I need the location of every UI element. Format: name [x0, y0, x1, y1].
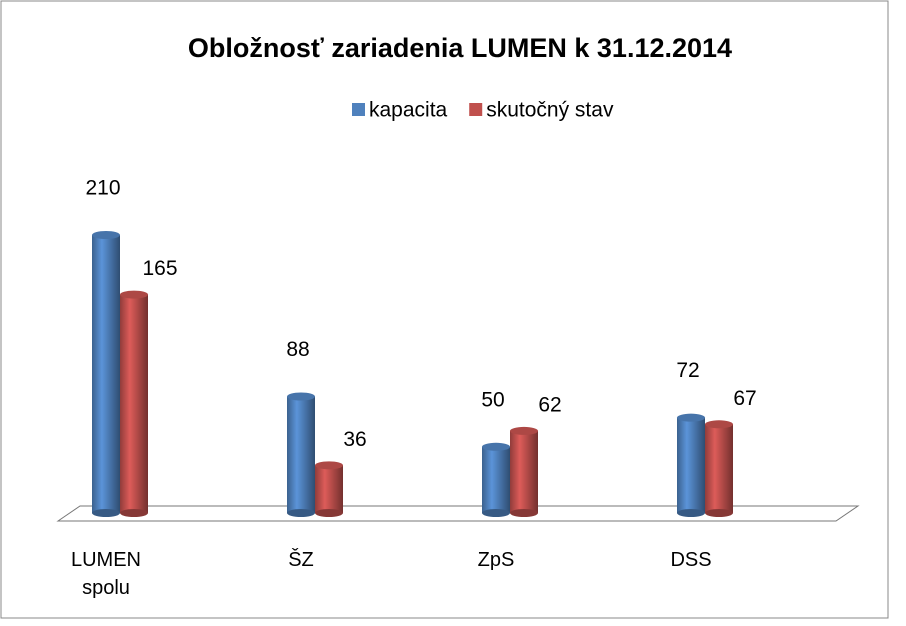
bar: [287, 392, 315, 517]
floor: [56, 505, 860, 522]
bar-body: [510, 430, 538, 513]
bar: [510, 426, 538, 517]
data-label: 50: [481, 388, 504, 411]
bar-top: [287, 392, 315, 401]
chart-title: Obložnosť zariadenia LUMEN k 31.12.2014: [188, 33, 732, 63]
data-label: 210: [85, 177, 120, 200]
bar-top: [315, 461, 343, 470]
bar-bottom: [705, 509, 733, 517]
bar: [705, 420, 733, 517]
x-tick-label: ŠZ: [288, 549, 314, 571]
bar-bottom: [510, 509, 538, 517]
data-label: 36: [343, 428, 366, 451]
x-tick-label: LUMEN spolu: [70, 549, 141, 599]
bar-top: [510, 426, 538, 435]
bar-body: [705, 424, 733, 513]
bar-top: [120, 290, 148, 299]
x-tick-label: DSS: [670, 549, 712, 571]
bar-top: [482, 442, 510, 451]
bar-body: [677, 417, 705, 513]
legend-label: kapacita: [369, 99, 448, 122]
legend-label: skutočný stav: [486, 99, 614, 122]
data-label: 62: [538, 393, 561, 416]
bar-body: [92, 235, 120, 513]
bar: [677, 413, 705, 517]
bar-body: [315, 465, 343, 513]
bar-bottom: [482, 509, 510, 517]
data-label: 72: [676, 359, 699, 382]
bar: [482, 442, 510, 517]
bar-bottom: [315, 509, 343, 517]
bar-bottom: [677, 509, 705, 517]
x-tick-label: ZpS: [477, 549, 515, 571]
legend-swatch: [352, 103, 365, 116]
legend-swatch: [469, 103, 483, 116]
bar-top: [92, 231, 120, 239]
bar-body: [482, 446, 510, 513]
bar-bottom: [92, 509, 120, 517]
bar: [92, 231, 120, 517]
bar-top: [677, 413, 705, 422]
bar-top: [705, 420, 733, 429]
bar-body: [120, 294, 148, 513]
data-label: 67: [733, 387, 756, 410]
data-label: 165: [142, 257, 177, 280]
bar: [120, 290, 148, 517]
data-label: 88: [286, 338, 309, 361]
bar: [315, 461, 343, 517]
bar-bottom: [287, 509, 315, 517]
bar-bottom: [120, 509, 148, 517]
bar-body: [287, 396, 315, 513]
